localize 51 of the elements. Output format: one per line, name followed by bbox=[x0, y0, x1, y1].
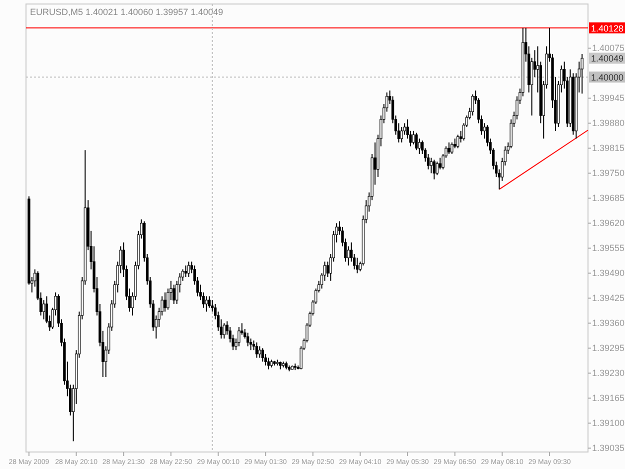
candlestick bbox=[326, 261, 330, 278]
y-tick-label: 1.39880 bbox=[592, 118, 625, 128]
ref-line-label: 1.40128 bbox=[591, 23, 624, 34]
candlestick bbox=[418, 138, 421, 154]
candlestick bbox=[454, 138, 456, 149]
y-tick-label: 1.39555 bbox=[592, 243, 625, 254]
candlestick bbox=[255, 342, 258, 358]
candlestick bbox=[238, 326, 240, 347]
candlestick bbox=[172, 284, 176, 304]
candlestick bbox=[471, 94, 474, 116]
candlestick bbox=[412, 130, 415, 145]
y-tick-label: 1.39815 bbox=[592, 143, 625, 154]
candlestick bbox=[267, 357, 270, 370]
candlestick bbox=[456, 134, 460, 149]
y-tick-label: 1.39035 bbox=[592, 443, 625, 454]
candlestick bbox=[450, 142, 454, 154]
candlestick bbox=[448, 142, 450, 154]
candlestick bbox=[222, 322, 226, 340]
y-tick-label: 1.39425 bbox=[592, 293, 625, 304]
candlestick bbox=[432, 159, 436, 180]
y-tick-label: 1.39165 bbox=[592, 393, 625, 404]
y-tick-label: 1.39230 bbox=[592, 368, 625, 378]
y-tick-label: 1.39685 bbox=[592, 193, 625, 204]
candlestick bbox=[415, 132, 418, 151]
candlestick bbox=[356, 257, 359, 274]
y-tick-label: 1.40075 bbox=[592, 43, 625, 54]
y-tick-label: 1.39295 bbox=[592, 343, 625, 354]
ref-line-label: 1.40000 bbox=[591, 72, 624, 83]
y-tick-label: 1.39100 bbox=[592, 418, 625, 428]
candlestick bbox=[580, 53, 584, 94]
candlestick bbox=[347, 246, 350, 266]
candlestick bbox=[436, 161, 438, 176]
candlestick bbox=[208, 296, 211, 308]
chart-title: EURUSD,M5 1.40021 1.40060 1.39957 1.40049 bbox=[30, 7, 224, 17]
y-tick-label: 1.39750 bbox=[592, 168, 625, 178]
candlestick bbox=[400, 126, 403, 143]
candlestick bbox=[438, 157, 442, 170]
candlestick bbox=[258, 346, 262, 358]
y-tick-label: 1.39945 bbox=[592, 93, 625, 104]
candlestick bbox=[187, 261, 190, 278]
candlestick bbox=[483, 122, 486, 140]
candlestick bbox=[164, 292, 166, 312]
y-tick-label: 1.39620 bbox=[592, 218, 625, 228]
candlestick bbox=[205, 296, 208, 312]
candlestick bbox=[430, 157, 433, 174]
y-tick-label: 1.39360 bbox=[592, 318, 625, 328]
candlestick bbox=[184, 264, 188, 278]
candlestick bbox=[246, 332, 250, 347]
candlestick bbox=[261, 348, 264, 362]
y-tick-label: 1.39490 bbox=[592, 268, 625, 278]
text: 1.40049 bbox=[591, 54, 624, 64]
